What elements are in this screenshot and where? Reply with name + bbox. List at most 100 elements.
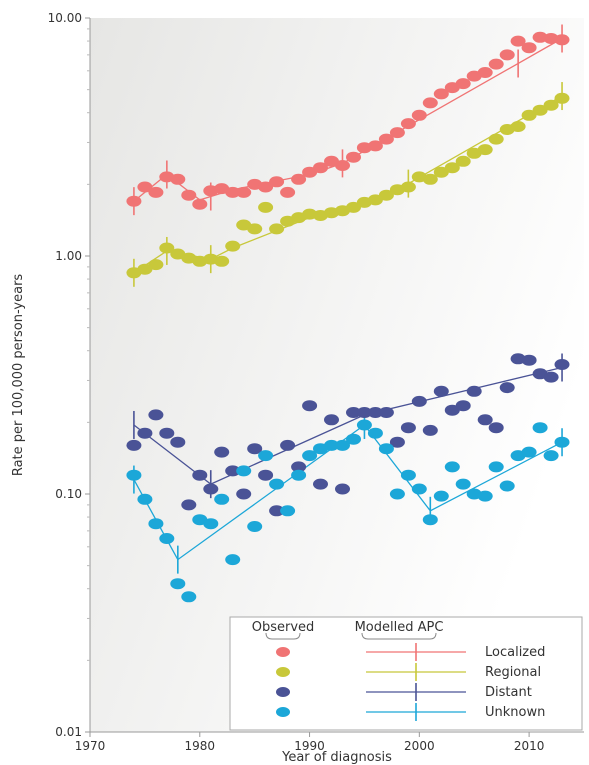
localized-observed-point xyxy=(510,35,526,47)
legend-marker-localized xyxy=(276,647,290,657)
localized-observed-point xyxy=(499,49,515,61)
legend-label-localized: Localized xyxy=(485,645,545,660)
legend: Observed Modelled APC Localized Regional D… xyxy=(229,616,583,731)
regional-observed-point xyxy=(137,263,153,275)
unknown-observed-point xyxy=(302,450,318,462)
localized-observed-point xyxy=(324,155,339,167)
regional-observed-point xyxy=(148,259,164,271)
axes-layer xyxy=(89,18,584,733)
regional-observed-point xyxy=(247,223,263,235)
observed-points-layer xyxy=(126,31,570,603)
legend-label-distant: Distant xyxy=(485,685,532,700)
unknown-observed-point xyxy=(543,450,559,462)
legend-label-unknown: Unknown xyxy=(485,705,545,720)
distant-observed-point xyxy=(554,359,570,370)
legend-marker-distant xyxy=(276,687,290,697)
localized-observed-point xyxy=(455,78,471,90)
localized-observed-point xyxy=(170,173,186,185)
legend-bracket-observed xyxy=(265,632,301,640)
distant-observed-point xyxy=(356,407,372,418)
distant-observed-point xyxy=(444,404,460,416)
distant-observed-point xyxy=(302,400,318,412)
regional-observed-point xyxy=(521,109,537,121)
unknown-observed-point xyxy=(203,518,219,530)
regional-observed-point xyxy=(159,242,175,254)
localized-observed-point xyxy=(554,34,570,46)
localized-observed-point xyxy=(291,173,307,185)
regional-observed-point xyxy=(510,121,526,132)
unknown-observed-point xyxy=(170,578,186,590)
distant-observed-point xyxy=(324,414,339,426)
localized-observed-point xyxy=(400,118,416,130)
localized-observed-point xyxy=(378,133,394,145)
localized-observed-point xyxy=(313,162,328,174)
unknown-observed-point xyxy=(269,478,285,490)
unknown-observed-point xyxy=(389,488,405,500)
regional-observed-point xyxy=(433,166,449,178)
distant-observed-point xyxy=(477,414,493,426)
localized-observed-point xyxy=(258,181,274,193)
distant-observed-point xyxy=(411,395,427,407)
distant-observed-point xyxy=(378,407,394,418)
unknown-observed-point xyxy=(225,554,241,566)
unknown-observed-point xyxy=(324,439,339,451)
unknown-observed-point xyxy=(422,514,438,526)
x-tick-label: 1980 xyxy=(185,739,216,753)
localized-observed-point xyxy=(346,151,361,163)
legend-entries: Localized Regional Distant Unknown xyxy=(276,643,545,721)
y-tick-label: 10.00 xyxy=(48,11,82,25)
localized-observed-point xyxy=(269,176,285,188)
legend-header-observed: Observed xyxy=(252,620,315,635)
regional-observed-point xyxy=(488,133,504,145)
distant-observed-point xyxy=(280,439,296,451)
unknown-observed-point xyxy=(488,461,504,473)
regional-observed-point xyxy=(554,92,570,104)
regional-observed-point xyxy=(225,240,241,252)
regional-observed-point xyxy=(532,104,548,116)
distant-observed-point xyxy=(291,461,307,473)
unknown-observed-point xyxy=(554,436,570,448)
regional-observed-point xyxy=(378,189,394,201)
localized-observed-point xyxy=(280,186,296,198)
unknown-observed-point xyxy=(433,490,449,502)
unknown-observed-point xyxy=(214,493,230,505)
distant-observed-point xyxy=(455,400,471,412)
distant-observed-point xyxy=(159,427,175,439)
unknown-observed-point xyxy=(499,480,515,492)
unknown-observed-point xyxy=(236,465,252,477)
unknown-observed-point xyxy=(126,469,142,481)
unknown-observed-point xyxy=(367,427,383,439)
localized-observed-point xyxy=(488,58,504,70)
localized-observed-point xyxy=(181,189,197,201)
distant-observed-point xyxy=(236,488,252,500)
x-tick-label: 1970 xyxy=(75,739,106,753)
unknown-observed-point xyxy=(181,591,197,603)
unknown-observed-point xyxy=(258,450,274,462)
regional-observed-point xyxy=(543,99,559,111)
localized-observed-point xyxy=(433,88,449,100)
distant-observed-point xyxy=(269,505,285,517)
unknown-observed-point xyxy=(346,433,361,445)
unknown-observed-point xyxy=(137,493,153,505)
distant-observed-point xyxy=(488,422,504,434)
regional-observed-point xyxy=(258,201,274,213)
y-tick-label: 1.00 xyxy=(55,249,82,263)
localized-observed-point xyxy=(389,127,405,139)
ticks-layer: 0.01 0.10 1.00 10.00 1970 1980 1990 2000 2010 xyxy=(48,11,545,753)
distant-observed-point xyxy=(466,385,482,397)
unknown-observed-point xyxy=(455,478,471,490)
distant-observed-point xyxy=(422,424,438,436)
distant-observed-point xyxy=(258,469,274,481)
regional-observed-point xyxy=(367,194,383,206)
localized-observed-point xyxy=(148,186,164,198)
unknown-observed-point xyxy=(247,521,263,532)
y-axis-title: Rate per 100,000 person-years xyxy=(11,274,26,477)
legend-label-regional: Regional xyxy=(485,665,541,680)
unknown-observed-point xyxy=(411,483,427,495)
distant-observed-point xyxy=(203,483,219,495)
localized-observed-point xyxy=(137,181,153,193)
regional-observed-point xyxy=(400,181,416,193)
regional-observed-point xyxy=(422,173,438,185)
unknown-observed-point xyxy=(335,439,350,451)
distant-observed-point xyxy=(126,439,142,451)
